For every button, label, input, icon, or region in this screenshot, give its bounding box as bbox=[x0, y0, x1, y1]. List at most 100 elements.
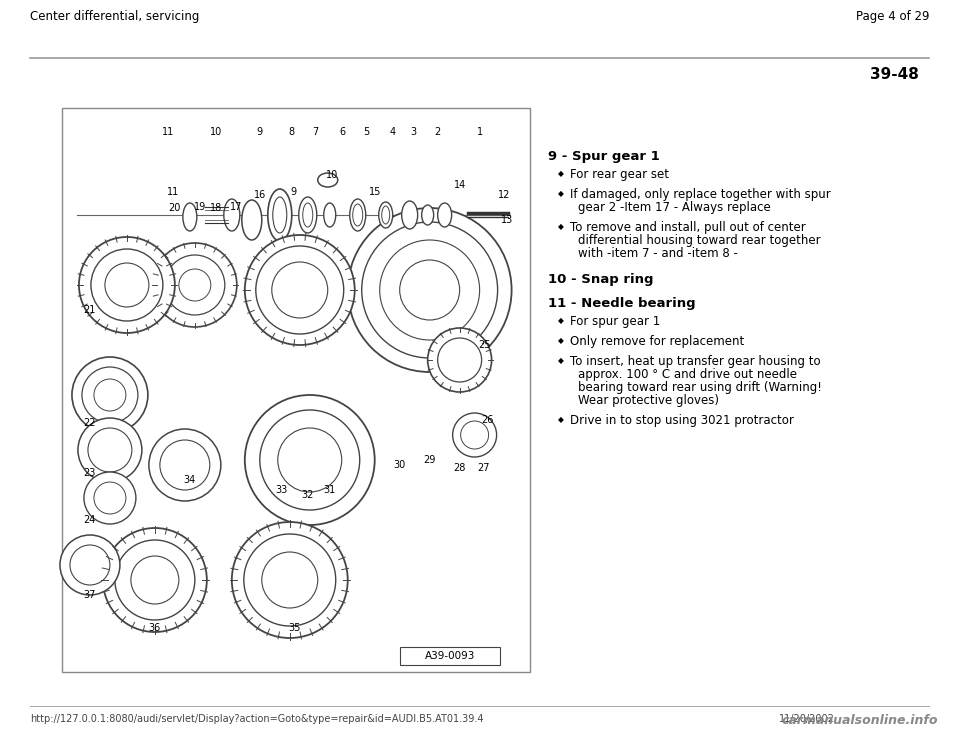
Text: 7: 7 bbox=[313, 127, 319, 137]
Text: 8: 8 bbox=[289, 127, 295, 137]
Text: Drive in to stop using 3021 protractor: Drive in to stop using 3021 protractor bbox=[569, 414, 793, 427]
Ellipse shape bbox=[273, 197, 287, 233]
Circle shape bbox=[103, 528, 206, 632]
Text: ◆: ◆ bbox=[558, 356, 564, 365]
Text: bearing toward rear using drift (Warning!: bearing toward rear using drift (Warning… bbox=[578, 381, 822, 394]
Circle shape bbox=[60, 535, 120, 595]
FancyBboxPatch shape bbox=[62, 108, 530, 672]
Text: 10: 10 bbox=[325, 170, 338, 180]
Text: 11: 11 bbox=[161, 127, 174, 137]
Circle shape bbox=[160, 440, 210, 490]
Circle shape bbox=[149, 429, 221, 501]
Circle shape bbox=[427, 328, 492, 392]
Circle shape bbox=[131, 556, 179, 604]
Circle shape bbox=[277, 428, 342, 492]
Circle shape bbox=[255, 246, 344, 334]
Circle shape bbox=[115, 540, 195, 620]
Circle shape bbox=[94, 379, 126, 411]
Ellipse shape bbox=[352, 204, 363, 226]
Circle shape bbox=[272, 262, 327, 318]
Text: Only remove for replacement: Only remove for replacement bbox=[569, 335, 744, 348]
Text: 6: 6 bbox=[340, 127, 346, 137]
Circle shape bbox=[399, 260, 460, 320]
Text: 35: 35 bbox=[289, 623, 300, 633]
Circle shape bbox=[245, 235, 355, 345]
Circle shape bbox=[70, 545, 109, 585]
Text: 11 - Needle bearing: 11 - Needle bearing bbox=[547, 297, 695, 310]
Circle shape bbox=[78, 418, 142, 482]
Text: Center differential, servicing: Center differential, servicing bbox=[30, 10, 200, 23]
Circle shape bbox=[461, 421, 489, 449]
Text: A39-0093: A39-0093 bbox=[424, 651, 475, 661]
Text: 26: 26 bbox=[481, 415, 493, 425]
Circle shape bbox=[244, 534, 336, 626]
Ellipse shape bbox=[318, 173, 338, 187]
Ellipse shape bbox=[242, 200, 262, 240]
Circle shape bbox=[153, 243, 237, 327]
Text: 18: 18 bbox=[209, 203, 222, 213]
Circle shape bbox=[179, 269, 211, 301]
Text: carmanualsonline.info: carmanualsonline.info bbox=[781, 714, 938, 727]
Circle shape bbox=[94, 482, 126, 514]
Text: 37: 37 bbox=[84, 590, 96, 600]
Text: Wear protective gloves): Wear protective gloves) bbox=[578, 394, 718, 407]
Ellipse shape bbox=[299, 197, 317, 233]
Text: 21: 21 bbox=[84, 305, 96, 315]
Ellipse shape bbox=[378, 202, 393, 228]
Text: 31: 31 bbox=[324, 485, 336, 495]
Text: 17: 17 bbox=[229, 202, 242, 212]
Text: 20: 20 bbox=[169, 203, 181, 213]
Text: 14: 14 bbox=[453, 180, 466, 190]
Ellipse shape bbox=[421, 205, 434, 225]
Ellipse shape bbox=[324, 203, 336, 227]
Text: 36: 36 bbox=[149, 623, 161, 633]
Circle shape bbox=[453, 413, 496, 457]
Text: For rear gear set: For rear gear set bbox=[569, 168, 668, 181]
Circle shape bbox=[88, 428, 132, 472]
Text: 22: 22 bbox=[84, 418, 96, 428]
Text: 3: 3 bbox=[411, 127, 417, 137]
Ellipse shape bbox=[438, 203, 451, 227]
Text: 28: 28 bbox=[453, 463, 466, 473]
Ellipse shape bbox=[382, 206, 390, 224]
Text: 16: 16 bbox=[253, 190, 266, 200]
Text: 27: 27 bbox=[477, 463, 490, 473]
Ellipse shape bbox=[302, 203, 313, 227]
Circle shape bbox=[165, 255, 225, 315]
Text: 12: 12 bbox=[498, 190, 511, 200]
Circle shape bbox=[84, 472, 136, 524]
Text: 25: 25 bbox=[478, 340, 491, 350]
Ellipse shape bbox=[401, 201, 418, 229]
Text: ◆: ◆ bbox=[558, 222, 564, 231]
Text: For spur gear 1: For spur gear 1 bbox=[569, 315, 660, 328]
Text: approx. 100 ° C and drive out needle: approx. 100 ° C and drive out needle bbox=[578, 368, 797, 381]
Text: 33: 33 bbox=[276, 485, 288, 495]
Circle shape bbox=[245, 395, 374, 525]
Text: 24: 24 bbox=[84, 515, 96, 525]
Circle shape bbox=[231, 522, 348, 638]
Text: ◆: ◆ bbox=[558, 189, 564, 198]
Circle shape bbox=[105, 263, 149, 307]
Text: 34: 34 bbox=[183, 475, 196, 485]
Text: 1: 1 bbox=[476, 127, 483, 137]
Text: 13: 13 bbox=[500, 215, 513, 225]
Ellipse shape bbox=[349, 199, 366, 231]
Circle shape bbox=[262, 552, 318, 608]
Circle shape bbox=[79, 237, 175, 333]
Text: 10 - Snap ring: 10 - Snap ring bbox=[547, 273, 653, 286]
Ellipse shape bbox=[224, 199, 240, 231]
Circle shape bbox=[72, 357, 148, 433]
Text: gear 2 -Item 17 - Always replace: gear 2 -Item 17 - Always replace bbox=[578, 201, 770, 214]
Text: differential housing toward rear together: differential housing toward rear togethe… bbox=[578, 234, 820, 247]
Circle shape bbox=[91, 249, 163, 321]
Text: 4: 4 bbox=[390, 127, 396, 137]
Text: 9: 9 bbox=[291, 187, 297, 197]
Text: ◆: ◆ bbox=[558, 169, 564, 178]
Text: 2: 2 bbox=[435, 127, 441, 137]
Text: 10: 10 bbox=[209, 127, 222, 137]
Circle shape bbox=[380, 240, 480, 340]
Text: 32: 32 bbox=[301, 490, 314, 500]
Text: http://127.0.0.1:8080/audi/servlet/Display?action=Goto&type=repair&id=AUDI.B5.AT: http://127.0.0.1:8080/audi/servlet/Displ… bbox=[30, 714, 484, 724]
Text: 19: 19 bbox=[194, 202, 206, 212]
Text: 30: 30 bbox=[394, 460, 406, 470]
